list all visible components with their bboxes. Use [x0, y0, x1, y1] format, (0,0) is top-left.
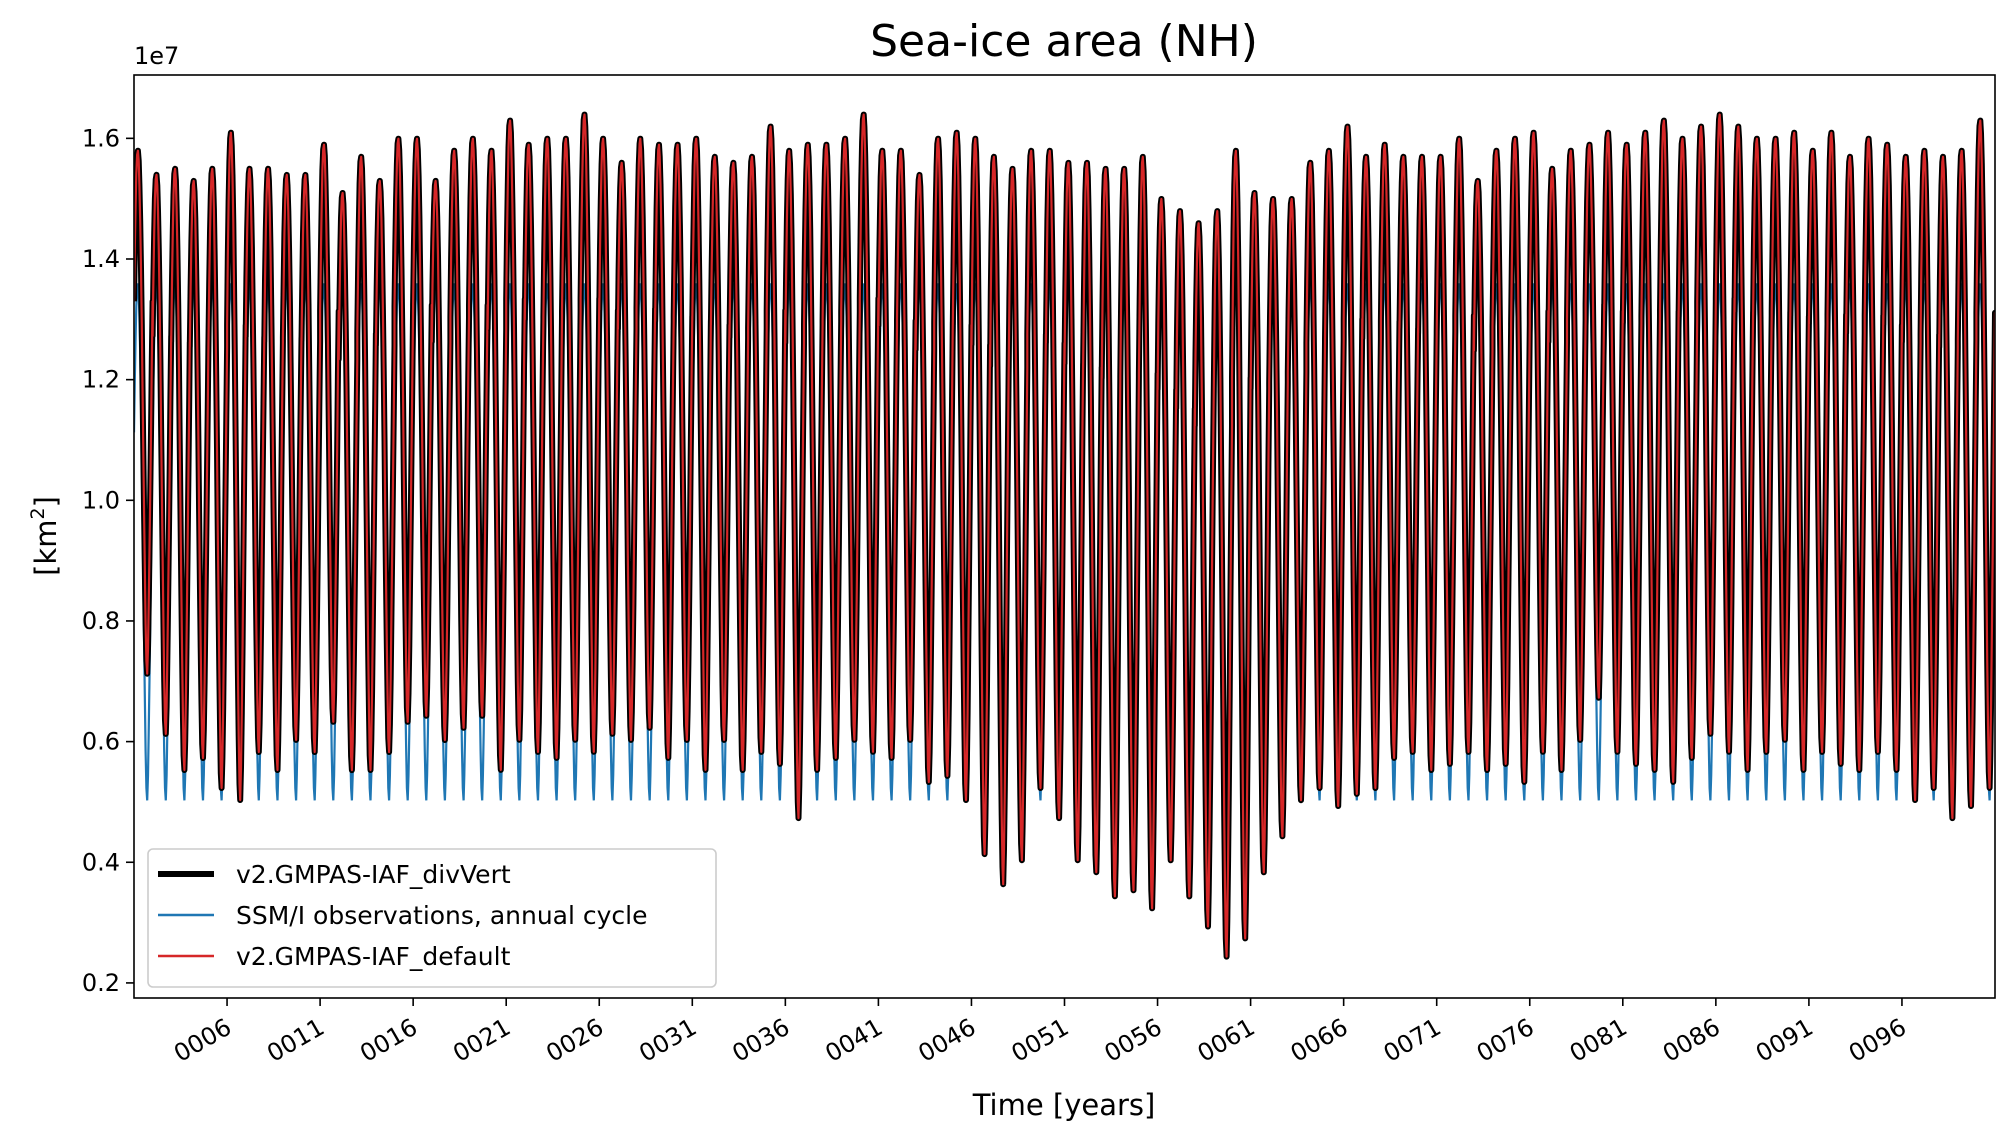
y-tick-label: 0.6 — [82, 728, 120, 756]
legend-label-divvert: v2.GMPAS-IAF_divVert — [236, 860, 511, 889]
chart-title: Sea-ice area (NH) — [870, 16, 1258, 67]
legend-label-ssmi: SSM/I observations, annual cycle — [236, 901, 648, 930]
plot-area — [133, 74, 1996, 999]
legend: v2.GMPAS-IAF_divVert SSM/I observations,… — [147, 848, 717, 988]
y-tick-label: 1.4 — [82, 245, 120, 273]
y-axis-label: [km2] — [27, 496, 63, 576]
y-axis: 0.2 0.4 0.6 0.8 1.0 1.2 1.4 1.6 — [82, 124, 134, 997]
y-offset-label: 1e7 — [134, 42, 179, 70]
y-tick-label: 0.2 — [82, 969, 120, 997]
x-axis-label: Time [years] — [972, 1088, 1156, 1122]
y-tick-label: 0.4 — [82, 848, 120, 876]
y-tick-label: 1.0 — [82, 486, 120, 514]
legend-label-default: v2.GMPAS-IAF_default — [236, 942, 511, 971]
series-line-default — [134, 113, 1995, 958]
y-tick-label: 1.2 — [82, 366, 120, 394]
y-tick-label: 0.8 — [82, 607, 120, 635]
legend-box — [147, 848, 717, 988]
y-tick-label: 1.6 — [82, 124, 120, 152]
series-layer — [134, 111, 1995, 960]
